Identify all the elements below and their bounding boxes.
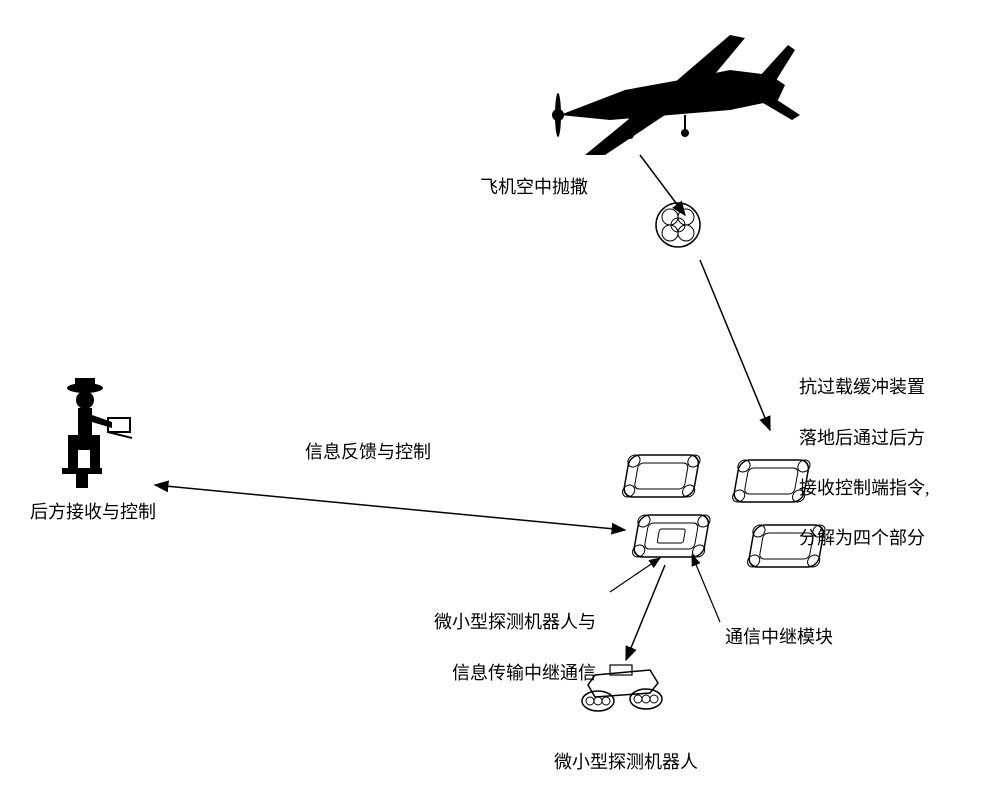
robot-deploy-line1: 微小型探测机器人 — [554, 752, 698, 772]
robot-relay-line2: 信息传输中继通信 — [452, 663, 596, 683]
relay-module-label: 通信中继模块 — [725, 625, 833, 650]
robot-relay-label: 微小型探测机器人与 信息传输中继通信 — [425, 585, 596, 686]
buffer-note-line1: 抗过载缓冲装置 — [799, 377, 925, 397]
buffer-note: 抗过载缓冲装置 落地后通过后方 接收控制端指令, 分解为四个部分 — [790, 350, 930, 552]
arrow-ball-to-parts — [700, 260, 770, 430]
buffer-note-line4: 分解为四个部分 — [799, 528, 925, 548]
rear-control-label: 后方接收与控制 — [30, 500, 156, 525]
relay-module-pointer — [692, 555, 720, 622]
arrow-plane-to-ball — [640, 155, 685, 215]
airplane-drop-label: 飞机空中抛撒 — [480, 175, 588, 200]
buffer-note-line2: 落地后通过后方 — [799, 428, 925, 448]
relay-comm-arrow — [610, 558, 660, 592]
feedback-arrow — [155, 485, 625, 530]
package-ball-icon — [656, 203, 700, 247]
buffer-note-line3: 接收控制端指令, — [799, 478, 930, 498]
airplane-icon — [552, 35, 800, 155]
arrow-to-robot — [626, 565, 665, 660]
feedback-control-label: 信息反馈与控制 — [305, 440, 431, 465]
operator-icon — [62, 378, 132, 488]
part-icon-1 — [622, 455, 701, 497]
robot-deploy-label: 微小型探测机器人 驶出执行探测任务 — [545, 725, 698, 791]
part-icon-3 — [632, 515, 711, 557]
robot-relay-line1: 微小型探测机器人与 — [434, 612, 596, 632]
